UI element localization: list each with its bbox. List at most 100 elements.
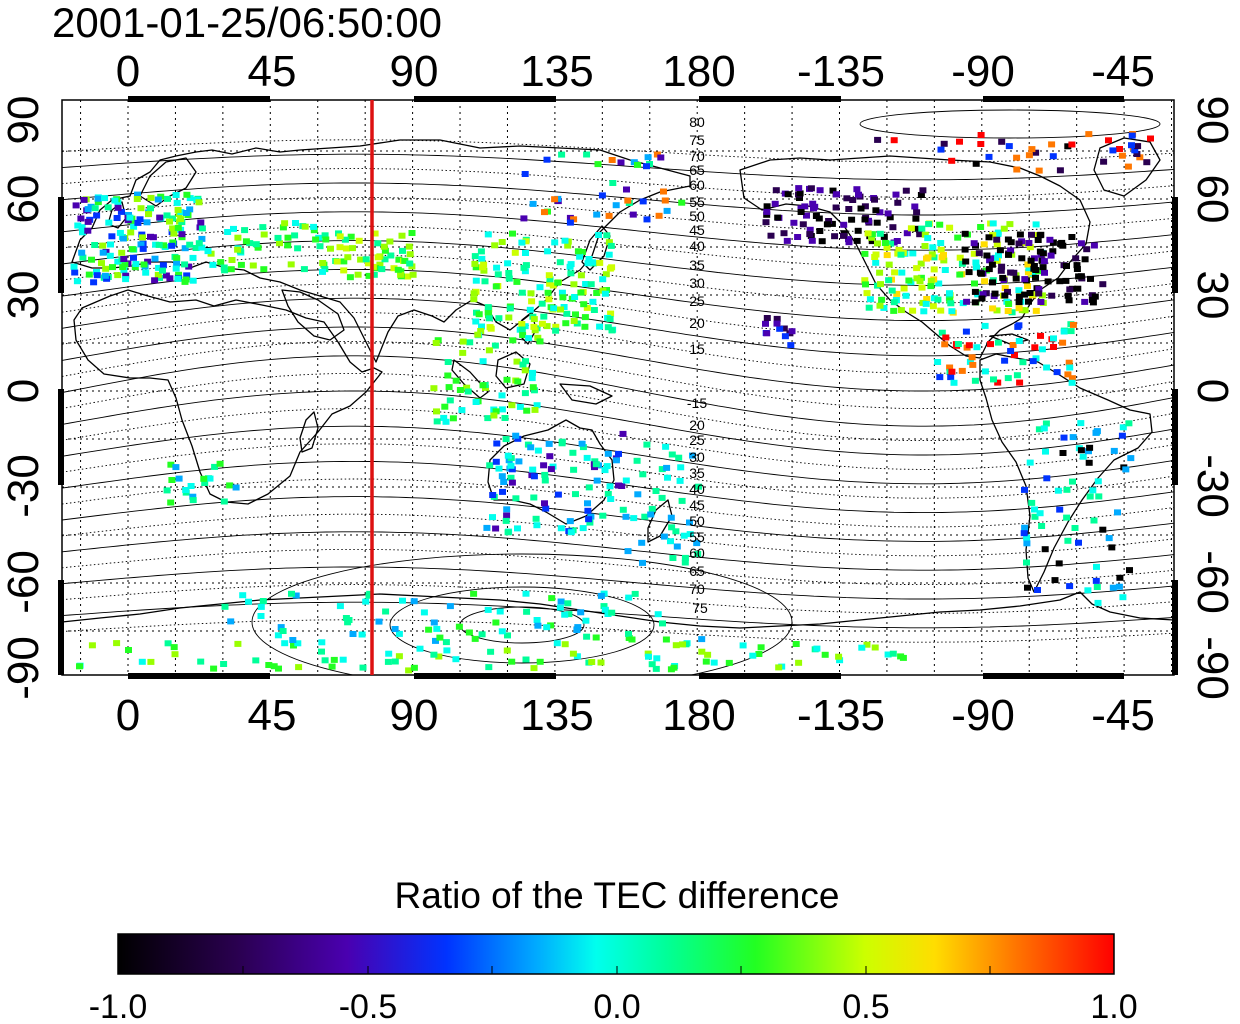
tec-pixel bbox=[174, 206, 182, 213]
tec-pixel bbox=[973, 264, 980, 271]
tec-pixel bbox=[545, 296, 553, 303]
tec-pixel bbox=[534, 334, 542, 341]
tec-pixel bbox=[647, 511, 655, 518]
tec-pixel bbox=[456, 387, 464, 393]
tec-pixel bbox=[511, 249, 519, 256]
tec-pixel bbox=[362, 256, 370, 263]
tec-pixel bbox=[543, 624, 551, 631]
tec-pixel bbox=[570, 318, 578, 324]
tec-pixel bbox=[1032, 307, 1040, 314]
tec-pixel bbox=[529, 466, 537, 473]
tec-pixel bbox=[104, 204, 112, 211]
tec-pixel bbox=[920, 308, 928, 315]
tec-pixel bbox=[609, 180, 617, 186]
tec-pixel bbox=[657, 154, 665, 161]
tec-pixel bbox=[978, 295, 986, 302]
tec-pixel bbox=[567, 261, 575, 268]
tec-pixel bbox=[395, 653, 403, 660]
tec-pixel bbox=[969, 361, 977, 368]
tec-pixel bbox=[522, 238, 530, 245]
tec-pixel bbox=[694, 550, 702, 557]
tec-pixel bbox=[987, 255, 995, 262]
tec-pixel bbox=[668, 524, 676, 531]
tec-pixel bbox=[1041, 546, 1049, 553]
tec-pixel bbox=[294, 640, 302, 647]
bottom-lon-tick: -45 bbox=[1091, 691, 1155, 740]
tec-pixel bbox=[1026, 290, 1034, 296]
tec-pixel bbox=[107, 241, 114, 248]
tec-pixel bbox=[1026, 459, 1034, 466]
tec-pixel bbox=[143, 219, 151, 226]
tec-pixel bbox=[763, 208, 771, 215]
tec-pixel bbox=[357, 256, 365, 263]
coastline-north-america bbox=[739, 155, 1091, 359]
tec-pixel bbox=[538, 320, 546, 327]
tec-pixel bbox=[192, 245, 200, 251]
tec-pixel bbox=[557, 598, 565, 605]
coastline-japan bbox=[581, 225, 611, 271]
tec-pixel bbox=[1015, 305, 1023, 312]
top-lon-tick: 90 bbox=[390, 47, 439, 96]
tec-pixel bbox=[571, 294, 579, 300]
tec-pixel bbox=[1007, 247, 1015, 254]
bottom-lon-tick: 0 bbox=[116, 691, 140, 740]
bottom-lon-tick: 90 bbox=[390, 691, 439, 740]
tec-pixel bbox=[994, 379, 1002, 386]
tec-pixel bbox=[1001, 285, 1009, 291]
tec-pixel bbox=[617, 159, 625, 166]
tec-pixel bbox=[739, 642, 747, 649]
tec-pixel bbox=[1072, 255, 1080, 262]
tec-pixel bbox=[801, 203, 809, 210]
tec-pixel bbox=[821, 651, 829, 658]
tec-pixel bbox=[408, 230, 416, 236]
tec-pixel bbox=[99, 249, 107, 256]
tec-pixel bbox=[934, 359, 942, 365]
tec-pixel bbox=[1093, 428, 1101, 435]
tec-pixel bbox=[292, 592, 300, 599]
tec-pixel bbox=[508, 402, 516, 409]
tec-pixel bbox=[1034, 587, 1041, 593]
tec-pixel bbox=[579, 444, 587, 451]
tec-pixel bbox=[558, 151, 566, 158]
tec-pixel bbox=[122, 276, 130, 283]
tec-pixel bbox=[924, 235, 932, 242]
tec-pixel bbox=[583, 454, 591, 461]
tec-pixel bbox=[807, 185, 815, 192]
tec-pixel bbox=[536, 338, 544, 345]
tec-pixel bbox=[619, 430, 627, 437]
tec-pixel bbox=[1118, 152, 1126, 159]
tec-pixel bbox=[1067, 328, 1075, 335]
tec-pixel bbox=[689, 452, 696, 459]
tec-pixel bbox=[504, 632, 511, 639]
tec-pixel bbox=[1042, 420, 1050, 427]
tec-pixel bbox=[874, 136, 882, 143]
tec-pixel bbox=[506, 305, 514, 312]
tec-pixel bbox=[911, 203, 919, 210]
tec-pixel bbox=[1038, 346, 1046, 353]
tec-pixel bbox=[452, 656, 460, 663]
tec-pixel bbox=[189, 493, 197, 500]
top-lon-tick: 0 bbox=[116, 47, 140, 96]
tec-pixel bbox=[1084, 587, 1092, 594]
contour-label: 30 bbox=[689, 275, 705, 291]
tec-pixel bbox=[546, 280, 554, 287]
magnetic-contour bbox=[62, 196, 1174, 234]
tec-pixel bbox=[155, 264, 163, 271]
tec-pixel bbox=[478, 323, 485, 330]
tec-pixel bbox=[159, 267, 166, 274]
tec-pixel bbox=[929, 244, 937, 251]
tec-pixel bbox=[1126, 567, 1133, 574]
tec-pixel bbox=[1031, 513, 1039, 520]
tec-pixel bbox=[1089, 487, 1097, 494]
tec-pixel bbox=[855, 191, 862, 198]
tec-pixel bbox=[164, 640, 172, 647]
tec-pixel bbox=[835, 653, 843, 660]
tec-pixel bbox=[1077, 240, 1085, 247]
tec-pixel bbox=[169, 239, 177, 246]
tec-pixel bbox=[328, 663, 336, 670]
tec-pixel bbox=[658, 466, 666, 473]
tec-pixel bbox=[918, 225, 926, 232]
tec-pixel bbox=[93, 272, 101, 279]
tec-pixel bbox=[813, 645, 821, 652]
tec-pixel bbox=[478, 255, 486, 262]
